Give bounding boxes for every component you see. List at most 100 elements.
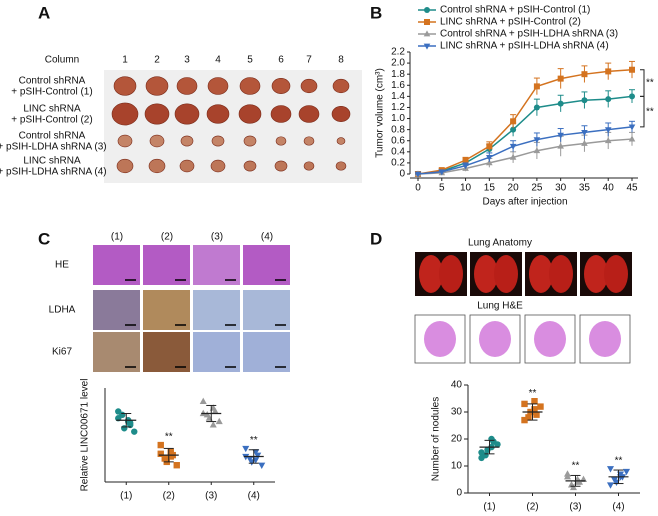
tumor-photo xyxy=(270,105,292,123)
data-point xyxy=(533,104,540,111)
y-axis-title: Tumor volume (cm³) xyxy=(375,68,386,158)
histology-image xyxy=(93,332,140,372)
x-tick-label: 5 xyxy=(439,183,445,194)
data-point xyxy=(510,118,517,125)
data-point xyxy=(510,126,517,133)
tumor-photo xyxy=(238,104,262,124)
row-label: + pSIH-LDHA shRNA (3) xyxy=(0,142,107,153)
data-point xyxy=(537,403,544,410)
lung-lobe xyxy=(584,255,608,293)
data-point xyxy=(604,127,612,134)
x-tick-label: (2) xyxy=(163,491,175,502)
data-point xyxy=(533,83,540,90)
y-axis-title: Relative LINC00671 level xyxy=(80,379,91,492)
column-label: 7 xyxy=(306,55,312,66)
data-point xyxy=(209,421,217,428)
lung-lobe xyxy=(549,255,573,293)
histology-image xyxy=(143,332,190,372)
data-point xyxy=(127,419,134,427)
x-tick-label: (1) xyxy=(483,502,495,513)
tumor-photo xyxy=(113,76,137,96)
tumor-photo xyxy=(331,106,351,122)
data-point xyxy=(242,445,250,453)
column-label: 5 xyxy=(247,55,253,66)
lung-lobe xyxy=(419,255,443,293)
row-label: + pSIH-LDHA shRNA (4) xyxy=(0,167,107,178)
section-title: Lung Anatomy xyxy=(468,238,532,249)
data-point xyxy=(557,75,564,82)
legend-label: LINC shRNA + pSIH-Control (2) xyxy=(440,17,581,28)
data-point xyxy=(531,398,538,405)
data-point xyxy=(581,130,588,137)
histology-image xyxy=(93,245,140,285)
column-label: (4) xyxy=(261,232,273,243)
data-point xyxy=(521,416,528,424)
data-point xyxy=(161,455,168,462)
series-line xyxy=(417,95,633,175)
tumor-photo xyxy=(211,135,225,147)
data-point xyxy=(563,472,572,480)
legend-label: Control shRNA + pSIH-Control (1) xyxy=(440,5,590,16)
histology-image xyxy=(243,245,290,285)
data-point xyxy=(628,135,636,142)
data-point xyxy=(486,143,493,150)
marker xyxy=(424,7,430,13)
panel-label: B xyxy=(370,3,382,22)
x-tick-label: 40 xyxy=(603,183,615,194)
data-point xyxy=(604,137,612,144)
data-point xyxy=(606,466,615,473)
significance-label: ** xyxy=(646,106,654,117)
row-label: HE xyxy=(55,260,69,271)
series-line xyxy=(417,126,633,175)
panel-label: C xyxy=(38,229,50,248)
y-tick-label: 40 xyxy=(451,380,463,391)
y-tick-label: 2.0 xyxy=(391,58,405,69)
significance-label: ** xyxy=(250,435,258,446)
data-point xyxy=(628,124,636,131)
y-tick-label: 1.8 xyxy=(391,69,405,80)
y-tick-label: 1.6 xyxy=(391,80,405,91)
row-label: LDHA xyxy=(49,305,76,316)
section-title: Lung H&E xyxy=(477,301,523,312)
row-label: Ki67 xyxy=(52,347,72,358)
legend-label: Control shRNA + pSIH-LDHA shRNA (3) xyxy=(440,29,618,40)
he-tissue xyxy=(534,321,566,357)
tumor-photo xyxy=(243,160,257,172)
data-point xyxy=(509,143,517,150)
x-tick-label: 35 xyxy=(579,183,591,194)
data-point xyxy=(478,454,485,462)
data-point xyxy=(414,171,422,178)
column-label: 1 xyxy=(122,55,128,66)
data-point xyxy=(462,163,469,170)
x-tick-label: (2) xyxy=(526,502,538,513)
data-point xyxy=(211,407,219,415)
y-tick-label: 30 xyxy=(451,407,463,418)
x-tick-label: 0 xyxy=(415,183,421,194)
lung-lobe xyxy=(474,255,498,293)
row-label: Control shRNA xyxy=(19,131,86,142)
tumor-photo xyxy=(275,136,287,146)
tumor-photo xyxy=(239,77,261,95)
y-tick-label: 20 xyxy=(451,434,463,445)
data-point xyxy=(486,159,493,166)
column-label: 6 xyxy=(278,55,284,66)
legend-label: LINC shRNA + pSIH-LDHA shRNA (4) xyxy=(440,41,609,52)
data-point xyxy=(557,100,564,107)
tumor-photo xyxy=(145,76,169,96)
tumor-photo xyxy=(210,159,226,173)
data-point xyxy=(557,132,564,139)
data-point xyxy=(606,482,615,489)
data-point xyxy=(533,137,541,144)
lung-lobe xyxy=(604,255,628,293)
data-point xyxy=(173,462,180,469)
histology-image xyxy=(193,245,240,285)
lung-lobe xyxy=(439,255,463,293)
tumor-photo xyxy=(148,158,166,174)
data-point xyxy=(629,66,635,73)
row-label: + pSIH-Control (2) xyxy=(11,115,92,126)
significance-bracket xyxy=(640,95,645,128)
x-axis-title: Days after injection xyxy=(482,197,567,208)
y-tick-label: 2.2 xyxy=(391,47,405,58)
tumor-photo xyxy=(300,78,318,94)
